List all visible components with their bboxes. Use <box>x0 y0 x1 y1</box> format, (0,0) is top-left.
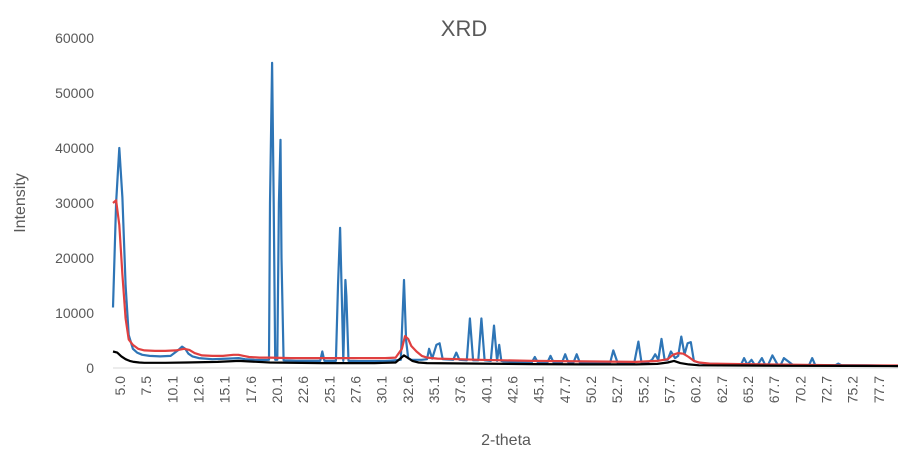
x-axis-ticks: 5.0 7.5 10.1 12.6 15.1 17.6 20.1 22.6 25.1 27.6 30… <box>112 376 887 403</box>
x-tick-label: 45.1 <box>531 376 547 403</box>
x-tick-label: 57.7 <box>662 376 678 403</box>
series-blue-line <box>111 61 899 367</box>
y-tick-label: 10000 <box>55 305 94 321</box>
x-tick-label: 55.2 <box>635 376 651 403</box>
y-axis-title: Intensity <box>12 173 29 233</box>
x-tick-label: 62.7 <box>714 376 730 403</box>
series-red-line <box>112 199 899 367</box>
x-tick-label: 67.7 <box>766 376 782 403</box>
x-tick-label: 35.1 <box>426 376 442 403</box>
series-group <box>111 61 899 368</box>
x-axis-title: 2-theta <box>481 432 531 449</box>
x-tick-label: 60.2 <box>688 376 704 403</box>
y-tick-label: 50000 <box>55 85 94 101</box>
y-tick-label: 30000 <box>55 195 94 211</box>
x-tick-label: 65.2 <box>740 376 756 403</box>
x-tick-label: 40.1 <box>478 376 494 403</box>
x-tick-label: 17.6 <box>243 376 259 403</box>
y-tick-label: 0 <box>86 360 94 376</box>
x-tick-label: 30.1 <box>374 376 390 403</box>
series-black-line <box>112 350 899 368</box>
x-tick-label: 7.5 <box>138 376 154 396</box>
x-tick-label: 12.6 <box>191 376 207 403</box>
x-tick-label: 77.7 <box>871 376 887 403</box>
x-tick-label: 5.0 <box>112 376 128 396</box>
x-tick-label: 32.6 <box>400 376 416 403</box>
x-tick-label: 75.2 <box>845 376 861 403</box>
chart-title: XRD <box>441 16 487 41</box>
x-tick-label: 10.1 <box>164 376 180 403</box>
x-tick-label: 37.6 <box>452 376 468 403</box>
x-tick-label: 15.1 <box>217 376 233 403</box>
x-tick-label: 22.6 <box>295 376 311 403</box>
x-tick-label: 42.6 <box>505 376 521 403</box>
x-tick-label: 70.2 <box>792 376 808 403</box>
x-tick-label: 20.1 <box>269 376 285 403</box>
x-tick-label: 27.6 <box>348 376 364 403</box>
y-tick-label: 40000 <box>55 140 94 156</box>
x-tick-label: 47.7 <box>557 376 573 403</box>
x-tick-label: 52.7 <box>609 376 625 403</box>
y-axis-ticks: 0 10000 20000 30000 40000 50000 60000 <box>55 30 94 376</box>
y-tick-label: 20000 <box>55 250 94 266</box>
y-tick-label: 60000 <box>55 30 94 46</box>
x-tick-label: 72.7 <box>819 376 835 403</box>
x-tick-label: 50.2 <box>583 376 599 403</box>
x-tick-label: 25.1 <box>321 376 337 403</box>
